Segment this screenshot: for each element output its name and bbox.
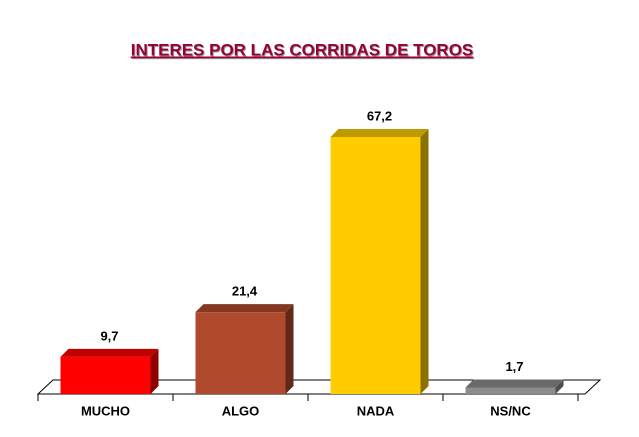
bar-side (150, 348, 159, 394)
value-label: 21,4 (232, 284, 258, 299)
bar (330, 137, 421, 394)
value-label: 67,2 (367, 108, 392, 123)
bar-top (465, 379, 564, 388)
bar-top (60, 348, 159, 357)
x-tick-label: ALGO (222, 403, 260, 418)
bar (195, 312, 286, 394)
value-label: 9,7 (100, 328, 118, 343)
x-tick-label: NADA (357, 403, 395, 418)
bar-side (285, 304, 294, 394)
bar (60, 356, 151, 394)
bar-side (555, 379, 564, 394)
chart-title: INTERES POR LAS CORRIDAS DE TOROS (131, 40, 474, 59)
bar-top (330, 129, 429, 137)
bar (465, 387, 556, 394)
value-label: 1,7 (505, 359, 523, 374)
bar-side (420, 129, 429, 394)
bar-top (195, 304, 294, 313)
x-tick-label: NS/NC (490, 403, 531, 418)
x-tick-label: MUCHO (81, 403, 130, 418)
